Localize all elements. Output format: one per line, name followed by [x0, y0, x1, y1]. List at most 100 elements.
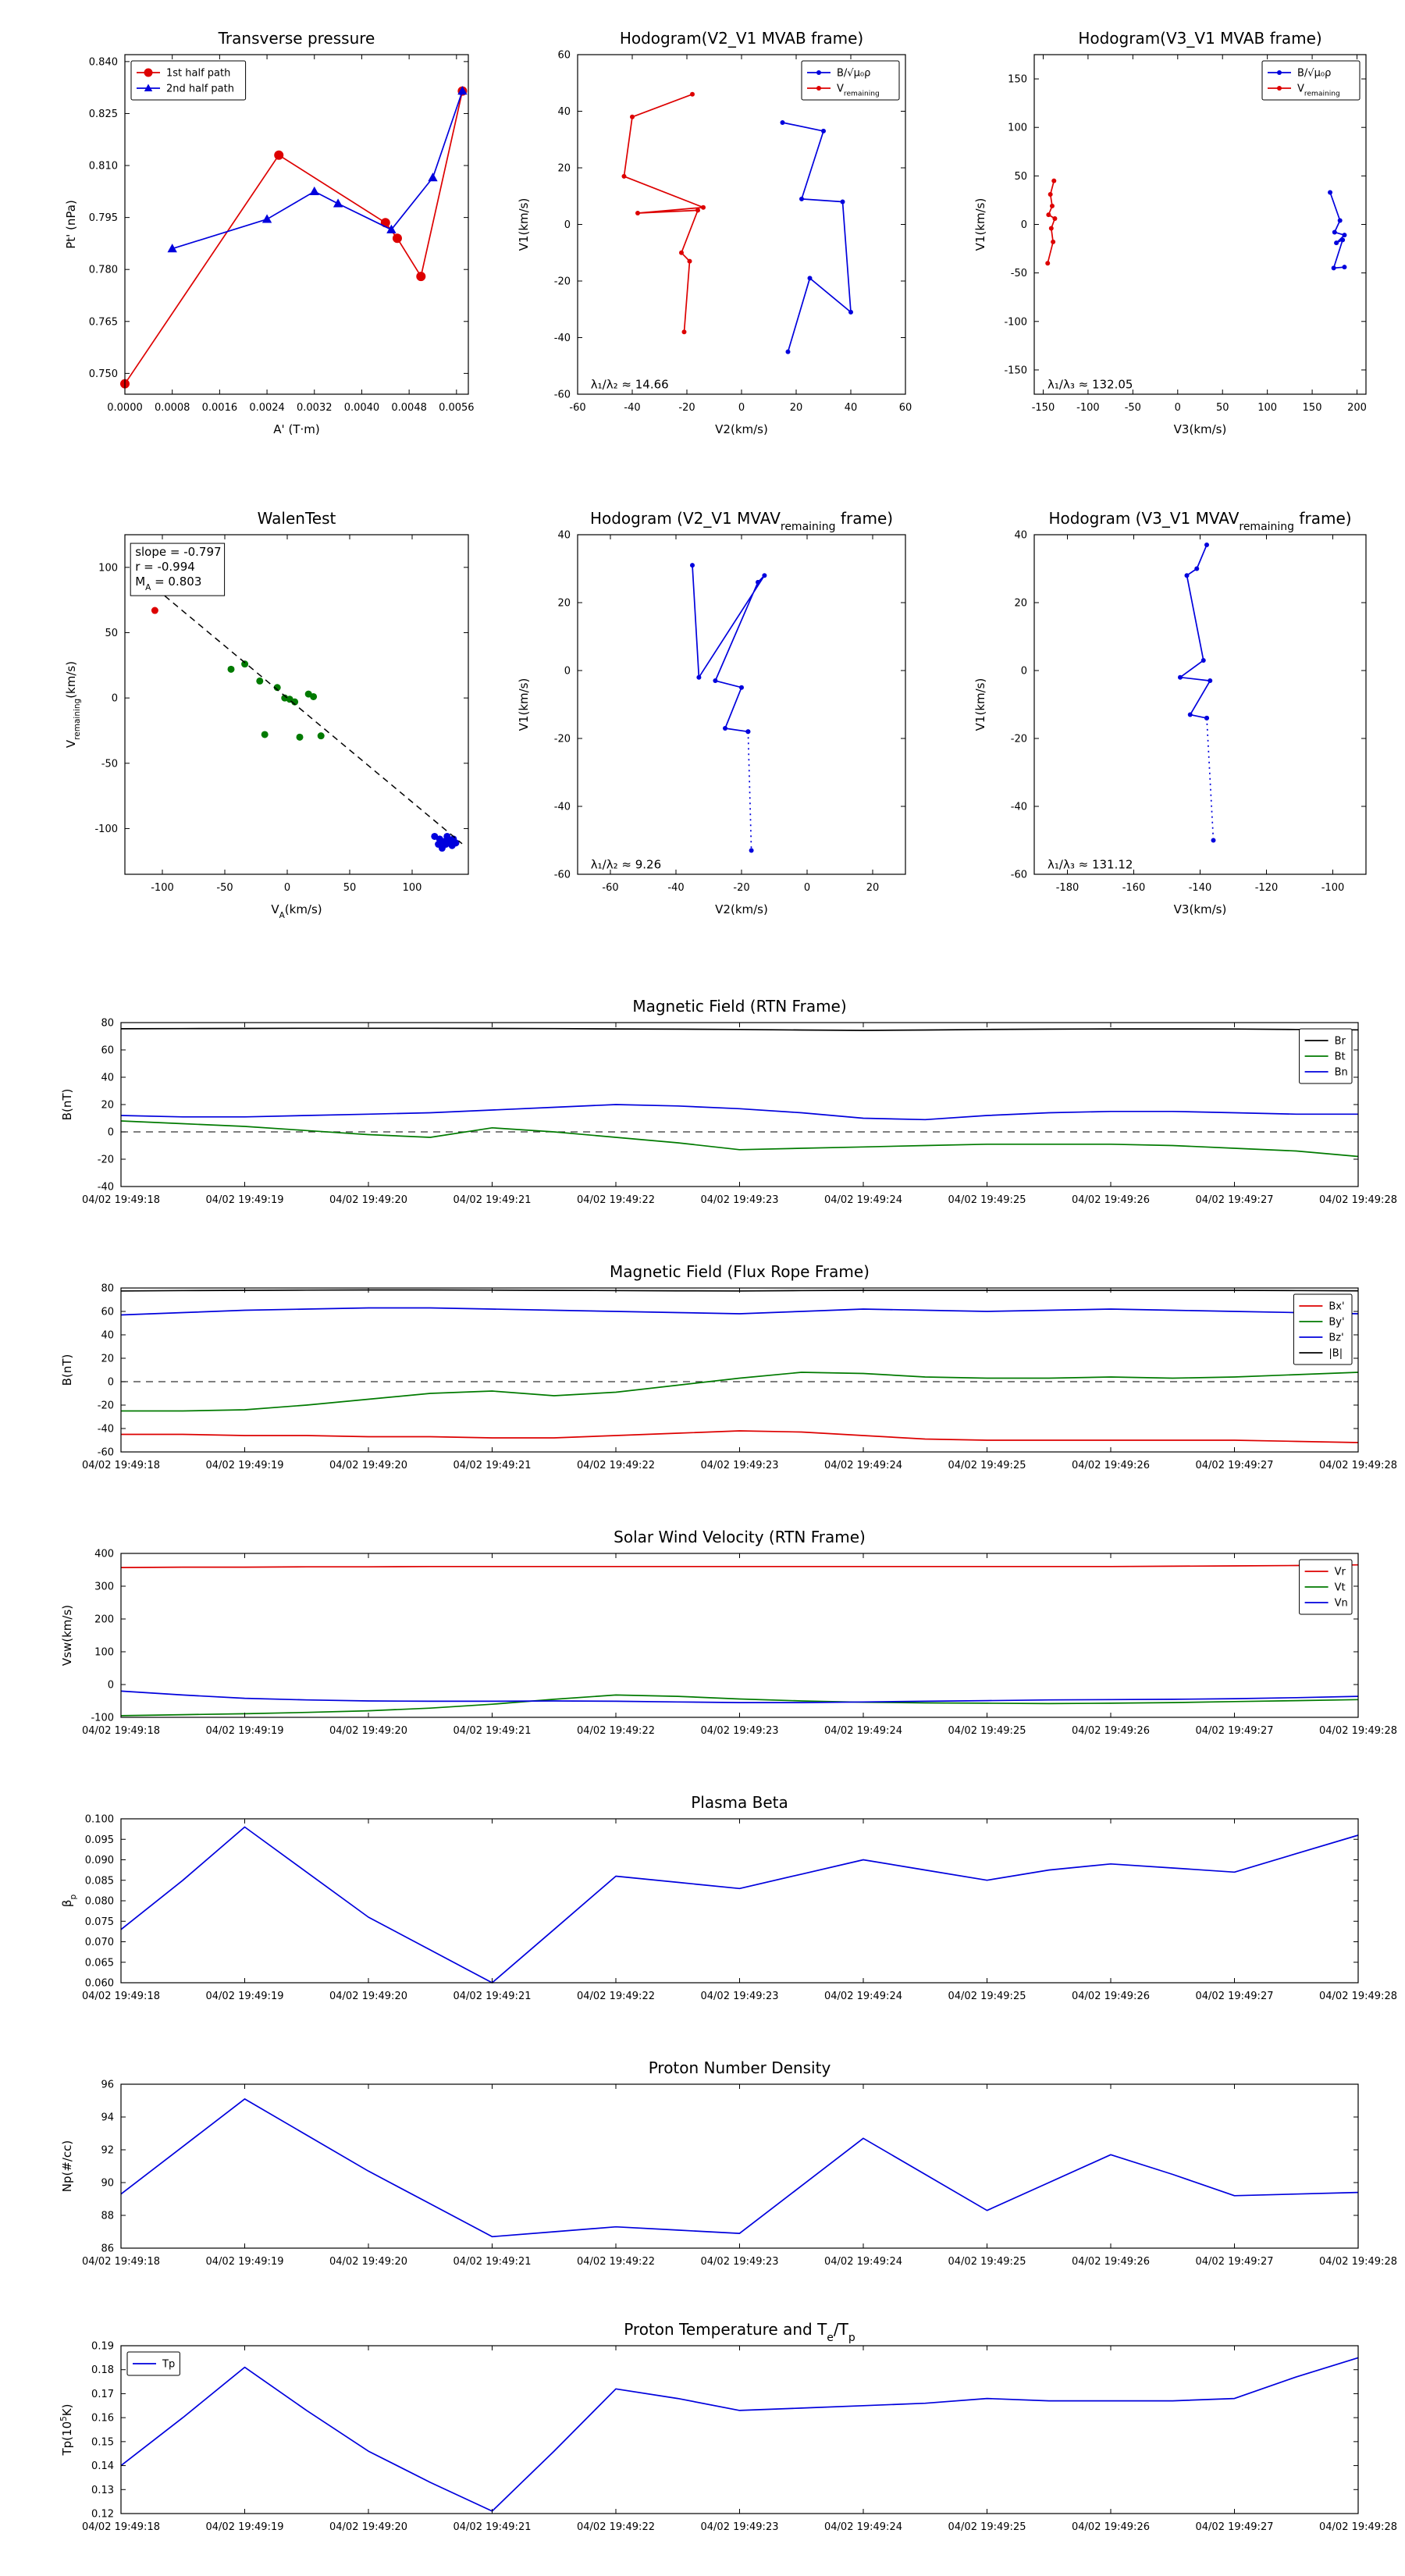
x-tick-label: -60: [602, 882, 618, 894]
legend-label: Bn: [1335, 1067, 1348, 1079]
x-tick-label: 04/02 19:49:27: [1196, 1725, 1274, 1737]
y-tick-label: 20: [101, 1100, 114, 1112]
x-tick-label: 04/02 19:49:27: [1196, 2256, 1274, 2268]
y-tick-label: 94: [101, 2112, 114, 2124]
x-axis-label: A' (T·m): [273, 422, 319, 436]
x-tick-label: 04/02 19:49:20: [329, 1991, 407, 2002]
x-tick-label: 04/02 19:49:28: [1319, 1991, 1397, 2002]
axes-background: [1034, 535, 1366, 874]
y-tick-label: 0: [1021, 219, 1027, 231]
ticks: 0.0000 0.0008 0.0016 0.0024 0.0032 0.0040 0.00…: [89, 55, 475, 414]
y-tick-label: 50: [1014, 171, 1027, 183]
legend-label: B/√μ₀ρ: [1297, 68, 1331, 80]
svg-text:λ₁/λ₃ ≈ 132.05: λ₁/λ₃ ≈ 132.05: [1048, 377, 1133, 391]
y-tick-label: 86: [101, 2243, 114, 2255]
y-tick-label: 0.085: [85, 1875, 114, 1887]
series-V-hodogram-tail: [747, 731, 752, 851]
legend-label: Tp: [162, 2359, 175, 2371]
y-tick-label: 0: [1021, 666, 1027, 678]
axes-frame: [124, 54, 469, 395]
panel-title: Hodogram(V2_V1 MVAB frame): [620, 29, 863, 48]
ticks: 04/02 19:49:18 04/02 19:49:19 04/02 19:49:…: [82, 1018, 1397, 1207]
legend-label: Vt: [1335, 1582, 1346, 1594]
panel-hodogram-v2v1-mvab: -60 -40 -20 0 20 40 60 -60 -40 -20 0 20 40 60 Hodogram…: [507, 12, 921, 453]
y-tick-label: -100: [94, 824, 118, 835]
x-tick-label: 04/02 19:49:22: [577, 2521, 655, 2533]
x-tick-label: 04/02 19:49:26: [1072, 1991, 1150, 2002]
panel-magnetic-field-fluxrope: 04/02 19:49:18 04/02 19:49:19 04/02 19:49:…: [47, 1249, 1397, 1487]
y-tick-label: -20: [554, 734, 571, 745]
legend-label: By': [1329, 1317, 1344, 1329]
x-tick-label: 40: [845, 402, 858, 414]
x-tick-label: 04/02 19:49:24: [824, 2256, 902, 2268]
legend: Br Bt Bn: [1299, 1028, 1353, 1084]
x-tick-label: 0: [738, 402, 745, 414]
panel-plasma-beta: 04/02 19:49:18 04/02 19:49:19 04/02 19:49:…: [47, 1780, 1397, 2018]
legend-label: Vr: [1335, 1567, 1346, 1578]
x-tick-label: -20: [678, 402, 695, 414]
y-tick-label: 200: [94, 1614, 114, 1626]
x-tick-label: 04/02 19:49:26: [1072, 1460, 1150, 1471]
panel-title: Transverse pressure: [218, 29, 375, 48]
y-tick-label: 60: [101, 1307, 114, 1318]
x-tick-label: 04/02 19:49:23: [701, 1991, 779, 2002]
y-tick-label: 96: [101, 2080, 114, 2091]
y-tick-label: -100: [1004, 316, 1027, 328]
ticks: 04/02 19:49:18 04/02 19:49:19 04/02 19:49:…: [82, 1814, 1397, 2003]
x-tick-label: 04/02 19:49:28: [1319, 1460, 1397, 1471]
panel-title: Hodogram (V3_V1 MVAVremaining frame): [1048, 509, 1351, 533]
x-tick-label: 0.0000: [107, 402, 143, 414]
legend-label: Vn: [1335, 1598, 1348, 1610]
ticks: 04/02 19:49:18 04/02 19:49:19 04/02 19:49:…: [82, 1283, 1397, 1472]
x-tick-label: 04/02 19:49:28: [1319, 2521, 1397, 2533]
x-axis-label: VA(km/s): [271, 902, 322, 920]
y-tick-label: 50: [105, 628, 118, 639]
x-tick-label: 04/02 19:49:20: [329, 2521, 407, 2533]
x-axis-label: V2(km/s): [715, 902, 768, 916]
panel-title: Magnetic Field (Flux Rope Frame): [610, 1262, 870, 1281]
panel-transverse-pressure: 0.0000 0.0008 0.0016 0.0024 0.0032 0.0040 0.00…: [47, 12, 484, 453]
plasma-beta-chart: 04/02 19:49:18 04/02 19:49:19 04/02 19:49:…: [60, 1793, 1397, 2002]
y-tick-label: 0.14: [91, 2460, 114, 2472]
y-tick-label: -60: [98, 1447, 114, 1459]
x-tick-label: 150: [1303, 402, 1322, 414]
legend: Vr Vt Vn: [1299, 1559, 1353, 1615]
legend-label: Vremaining: [837, 84, 880, 98]
legend-label: Br: [1335, 1036, 1346, 1048]
y-axis-label: V1(km/s): [973, 198, 987, 251]
y-tick-label: 0.780: [89, 265, 118, 276]
legend-label: Vremaining: [1297, 84, 1340, 98]
y-tick-label: 92: [101, 2145, 114, 2157]
x-tick-label: 04/02 19:49:25: [948, 1194, 1026, 1206]
panel-title: Solar Wind Velocity (RTN Frame): [614, 1528, 866, 1546]
series-Np: [120, 2098, 1359, 2238]
x-tick-label: 04/02 19:49:27: [1196, 1991, 1274, 2002]
axes-background: [121, 1553, 1358, 1717]
legend-label: 1st half path: [166, 68, 230, 80]
annotation: λ₁/λ₃ ≈ 132.05: [1048, 377, 1133, 391]
legend: B/√μ₀ρ Vremaining: [801, 60, 900, 101]
y-tick-label: 0.765: [89, 316, 118, 328]
y-tick-label: 40: [1014, 530, 1027, 542]
y-tick-label: -40: [554, 802, 571, 813]
x-tick-label: 0: [1175, 402, 1181, 414]
x-tick-label: -60: [569, 402, 585, 414]
legend-label: Bx': [1329, 1301, 1344, 1313]
panel-title: Proton Temperature and Te/Tp: [624, 2320, 855, 2344]
y-tick-label: 0.840: [89, 56, 118, 68]
x-tick-label: 0.0056: [439, 402, 475, 414]
x-axis-label: V2(km/s): [715, 422, 768, 436]
ticks: 04/02 19:49:18 04/02 19:49:19 04/02 19:49:…: [82, 1549, 1397, 1738]
series-By-prime: [121, 1372, 1359, 1412]
ticks: -60 -40 -20 0 20 -60 -40 -20 0 20 40: [554, 530, 905, 894]
x-tick-label: 04/02 19:49:23: [701, 2521, 779, 2533]
svg-text:slope = -0.797: slope = -0.797: [135, 545, 221, 559]
x-tick-label: -100: [151, 882, 174, 894]
y-tick-label: 60: [101, 1045, 114, 1057]
x-tick-label: 04/02 19:49:25: [948, 2521, 1026, 2533]
x-tick-label: 04/02 19:49:26: [1072, 2521, 1150, 2533]
solar-wind-chart: 04/02 19:49:18 04/02 19:49:19 04/02 19:49:…: [60, 1528, 1397, 1737]
x-tick-label: 04/02 19:49:25: [948, 1725, 1026, 1737]
y-tick-label: 40: [101, 1073, 114, 1084]
x-tick-label: 0.0008: [155, 402, 190, 414]
